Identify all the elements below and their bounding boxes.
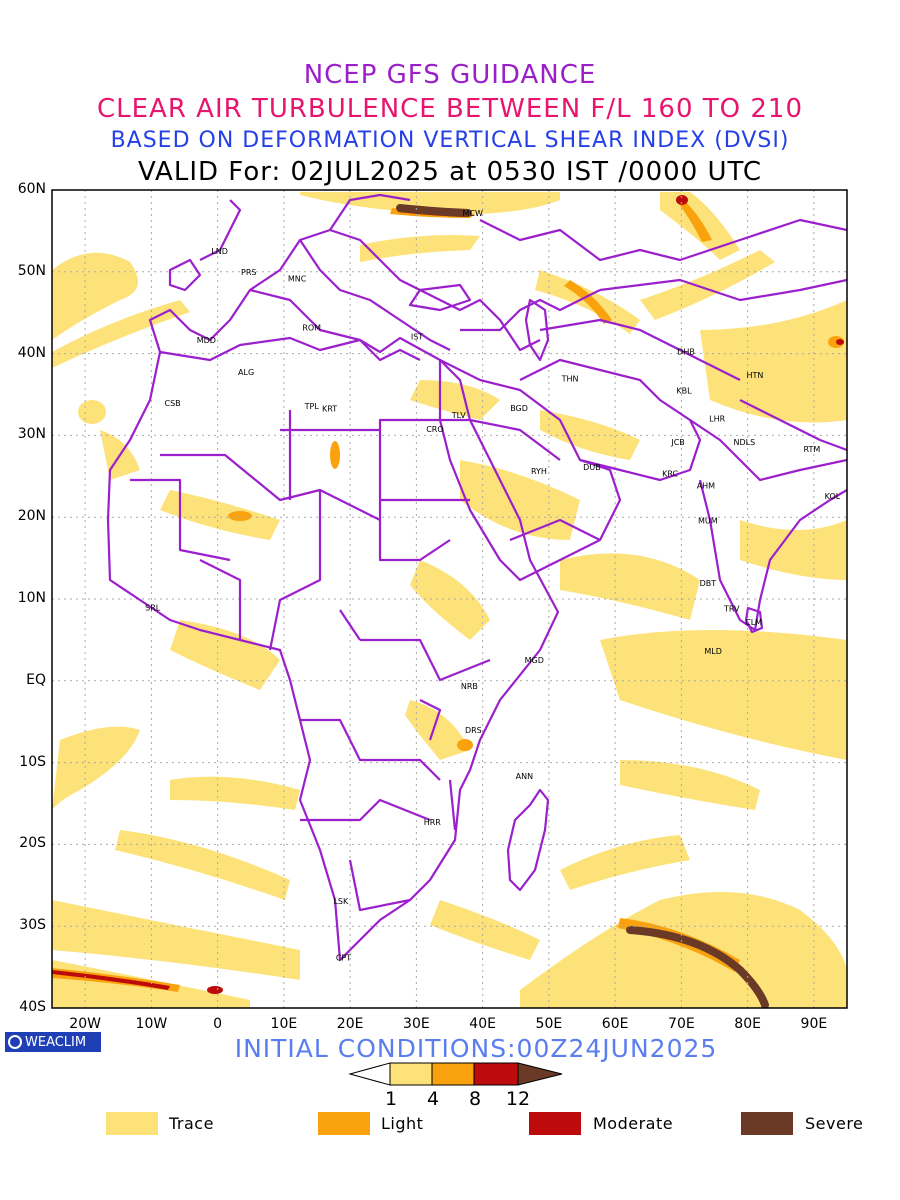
- lon-label: 30E: [403, 1016, 430, 1032]
- city-label-mld: MLD: [704, 647, 722, 656]
- scale-tick-4: 4: [426, 1088, 440, 1110]
- lat-label: 40S: [19, 999, 46, 1015]
- lat-label: 20S: [19, 835, 46, 852]
- country-borders: [106, 193, 847, 962]
- city-label-cpt: CPT: [336, 954, 351, 963]
- city-label-ist: IST: [411, 333, 423, 342]
- city-label-lsk: LSK: [333, 897, 349, 906]
- legend-label-trace: Trace: [169, 1114, 214, 1133]
- lon-label: 20E: [336, 1016, 364, 1032]
- city-label-thn: THN: [561, 374, 579, 383]
- title-product: NCEP GFS GUIDANCE: [303, 60, 597, 90]
- city-label-ann: ANN: [516, 772, 533, 781]
- city-label-dbt: DBT: [700, 579, 717, 588]
- lat-label: 60N: [17, 181, 46, 197]
- map-frame: [51, 189, 848, 1009]
- city-label-dub: DUB: [583, 463, 601, 472]
- lat-label: 50N: [17, 262, 46, 279]
- legend-swatch-severe: [741, 1112, 793, 1135]
- legend-label-severe: Severe: [805, 1114, 864, 1133]
- city-label-krc: KRC: [662, 469, 678, 478]
- title-method: BASED ON DEFORMATION VERTICAL SHEAR INDE…: [110, 128, 790, 153]
- city-labels: MCW LND PRS MNC ROM IST MDD ALG CSB TPL KRT THN DHB H…: [145, 209, 841, 962]
- scale-tick-1: 1: [384, 1088, 398, 1110]
- lon-label: 20W: [69, 1016, 101, 1032]
- city-label-tpl: TPL: [304, 402, 320, 411]
- city-label-alg: ALG: [238, 368, 254, 377]
- lat-label: 20N: [17, 508, 46, 525]
- scale-tick-12: 12: [505, 1088, 531, 1110]
- city-label-htn: HTN: [746, 371, 763, 380]
- city-label-mcw: MCW: [462, 209, 482, 218]
- city-label-cro: CRO: [426, 425, 443, 434]
- city-label-hrr: HRR: [424, 818, 442, 827]
- city-label-ndls: NDLS: [733, 438, 755, 447]
- initial-conditions: INITIAL CONDITIONS:00Z24JUN2025: [234, 1034, 718, 1063]
- city-label-clm: CLM: [745, 618, 762, 627]
- city-label-mum: MUM: [698, 517, 718, 526]
- lat-label: 10N: [17, 590, 46, 606]
- lon-label: 90E: [800, 1016, 828, 1032]
- lon-label: 0: [213, 1016, 223, 1032]
- legend-swatch-trace: [106, 1112, 158, 1135]
- city-label-nrb: NRB: [461, 682, 478, 691]
- city-label-dhb: DHB: [677, 347, 695, 356]
- legend-swatch-moderate: [529, 1112, 581, 1135]
- city-label-kol: KOL: [825, 492, 841, 501]
- city-label-drs: DRS: [465, 726, 482, 735]
- weaclim-logo-icon: [8, 1035, 22, 1049]
- title-valid-time: VALID For: 02JUL2025 at 0530 IST /0000 U…: [137, 157, 763, 187]
- lat-label: EQ: [26, 671, 46, 688]
- city-label-tlv: TLV: [451, 411, 466, 420]
- city-label-ryh: RYH: [531, 467, 547, 476]
- lon-label: 40E: [469, 1016, 496, 1032]
- city-label-csb: CSB: [164, 399, 180, 408]
- lon-label: 80E: [734, 1016, 761, 1032]
- city-label-trv: TRV: [723, 604, 740, 613]
- title-parameter: CLEAR AIR TURBULENCE BETWEEN F/L 160 TO …: [96, 94, 804, 124]
- turbulence-severe-streaks: [396, 204, 769, 1008]
- city-label-mdd: MDD: [197, 336, 216, 345]
- city-label-bgd: BGD: [510, 404, 528, 413]
- city-label-mgd: MGD: [525, 656, 544, 665]
- city-label-rtm: RTM: [804, 445, 821, 454]
- city-label-srl: SRL: [145, 603, 161, 612]
- lat-label: 10S: [19, 753, 46, 770]
- lat-label: 40N: [17, 344, 46, 361]
- city-label-ahm: AHM: [697, 482, 715, 491]
- legend-label-light: Light: [381, 1114, 424, 1133]
- lon-label: 10E: [270, 1016, 298, 1032]
- lon-label: 50E: [535, 1016, 563, 1032]
- lon-label: 70E: [668, 1016, 695, 1032]
- city-label-lnd: LND: [211, 247, 228, 256]
- city-label-mnc: MNC: [288, 275, 307, 284]
- legend-swatch-light: [318, 1112, 370, 1135]
- weaclim-badge: WEACLIM: [5, 1032, 101, 1052]
- city-label-prs: PRS: [241, 268, 256, 277]
- legend-label-moderate: Moderate: [593, 1114, 674, 1133]
- city-label-lhr: LHR: [709, 414, 725, 423]
- lon-label: 10W: [135, 1016, 168, 1032]
- city-label-krt: KRT: [322, 405, 337, 414]
- city-label-rom: ROM: [302, 324, 321, 333]
- lat-label: 30S: [19, 917, 46, 934]
- weaclim-text: WEACLIM: [25, 1034, 87, 1050]
- lat-label: 30N: [17, 426, 46, 443]
- city-label-jcb: JCB: [670, 438, 684, 447]
- scale-tick-8: 8: [468, 1088, 482, 1110]
- city-label-kbl: KBL: [676, 387, 692, 396]
- lon-label: 60E: [601, 1016, 629, 1032]
